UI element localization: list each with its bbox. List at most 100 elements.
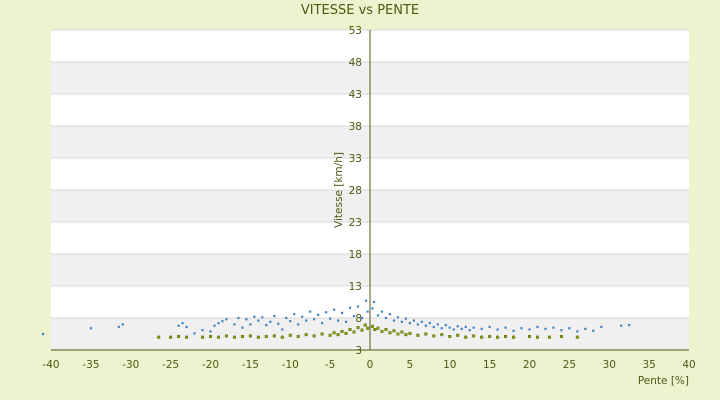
data-point-olive <box>432 334 436 338</box>
data-point-blue <box>416 323 419 326</box>
data-point-olive <box>264 335 268 339</box>
data-point-blue <box>600 325 603 329</box>
data-point-blue <box>620 324 623 327</box>
data-point-blue <box>366 310 369 313</box>
data-point-blue <box>468 329 471 332</box>
data-point-blue <box>289 320 292 323</box>
x-tick-label: 35 <box>642 359 655 371</box>
data-point-olive <box>240 335 244 339</box>
data-point-blue <box>253 315 256 318</box>
y-tick-label: 38 <box>349 121 362 133</box>
y-tick-label: 3 <box>355 345 362 357</box>
data-point-olive <box>169 335 173 339</box>
data-point-olive <box>392 329 396 333</box>
data-point-olive <box>216 335 220 339</box>
data-point-blue <box>273 314 276 318</box>
x-tick-label: -10 <box>282 359 299 371</box>
x-tick-label: -40 <box>42 359 59 371</box>
data-point-blue <box>297 323 300 326</box>
data-point-blue <box>528 328 531 331</box>
data-point-blue <box>376 314 380 317</box>
data-point-blue <box>209 330 212 333</box>
y-tick-label: 18 <box>349 249 362 261</box>
data-point-blue <box>404 317 407 320</box>
data-point-blue <box>340 311 344 314</box>
data-point-olive <box>535 335 539 339</box>
series-group <box>41 299 631 339</box>
data-point-olive <box>559 335 563 339</box>
data-point-olive <box>370 324 374 328</box>
data-point-blue <box>448 326 451 329</box>
data-point-olive <box>340 329 344 333</box>
data-point-blue <box>233 323 236 326</box>
data-point-olive <box>396 332 400 336</box>
data-point-olive <box>496 335 500 339</box>
x-tick-label: 5 <box>407 359 414 371</box>
data-point-blue <box>325 311 328 314</box>
y-tick-label: 28 <box>349 185 362 197</box>
data-point-olive <box>480 335 484 339</box>
y-axis-label: Vitesse [km/h] <box>333 152 345 228</box>
y-tick-label: 23 <box>349 217 362 229</box>
data-point-blue <box>380 310 384 313</box>
data-point-blue <box>460 327 463 330</box>
data-point-blue <box>317 313 320 316</box>
y-tick-label: 43 <box>349 89 362 101</box>
data-point-blue <box>181 322 184 325</box>
data-point-blue <box>333 308 336 311</box>
data-point-olive <box>360 328 364 332</box>
data-point-olive <box>304 333 308 337</box>
data-point-blue <box>408 322 411 325</box>
data-point-olive <box>547 335 551 339</box>
x-tick-label: 40 <box>682 359 695 371</box>
x-tick-label: 20 <box>523 359 536 371</box>
data-point-olive <box>332 331 336 335</box>
x-axis-label: Pente [%] <box>638 375 689 387</box>
data-point-blue <box>225 318 228 321</box>
y-tick-label: 13 <box>349 281 362 293</box>
data-point-olive <box>488 335 492 339</box>
data-point-olive <box>201 335 205 339</box>
data-point-blue <box>329 317 332 320</box>
data-point-blue <box>269 320 272 323</box>
data-point-blue <box>213 324 216 327</box>
data-point-blue <box>628 323 631 327</box>
data-point-blue <box>576 330 579 333</box>
x-tick-label: -15 <box>242 359 259 371</box>
data-point-blue <box>592 329 595 332</box>
data-point-blue <box>41 332 45 336</box>
data-point-olive <box>288 333 292 337</box>
data-point-blue <box>552 326 555 329</box>
data-point-blue <box>348 306 352 309</box>
data-point-olive <box>280 335 284 339</box>
y-tick-label: 48 <box>349 57 362 69</box>
data-point-blue <box>444 323 447 327</box>
data-point-olive <box>248 334 252 338</box>
data-point-blue <box>356 305 360 308</box>
data-point-olive <box>224 334 228 338</box>
data-point-olive <box>157 335 161 339</box>
x-tick-label: -35 <box>82 359 99 371</box>
data-point-blue <box>337 319 340 322</box>
data-point-blue <box>177 324 180 327</box>
data-point-olive <box>472 334 476 338</box>
data-point-blue <box>512 329 515 332</box>
x-tick-label: 30 <box>603 359 616 371</box>
data-point-blue <box>456 325 459 328</box>
data-point-blue <box>293 313 296 316</box>
data-point-blue <box>544 327 547 330</box>
data-point-olive <box>348 328 352 332</box>
data-point-blue <box>360 316 364 320</box>
data-point-blue <box>400 320 403 323</box>
data-point-blue <box>412 319 415 322</box>
data-point-olive <box>256 335 260 339</box>
data-point-olive <box>320 332 324 336</box>
x-tick-label: -25 <box>162 359 179 371</box>
data-point-olive <box>404 333 408 337</box>
data-point-blue <box>201 329 204 332</box>
x-tick-labels: -40 -35 -30 -25 -20 -15 -10 -5 0 5 10 15 20 25 30 35 40 <box>42 359 695 371</box>
data-point-olive <box>575 335 579 339</box>
data-point-blue <box>121 323 124 326</box>
data-point-blue <box>568 327 571 330</box>
